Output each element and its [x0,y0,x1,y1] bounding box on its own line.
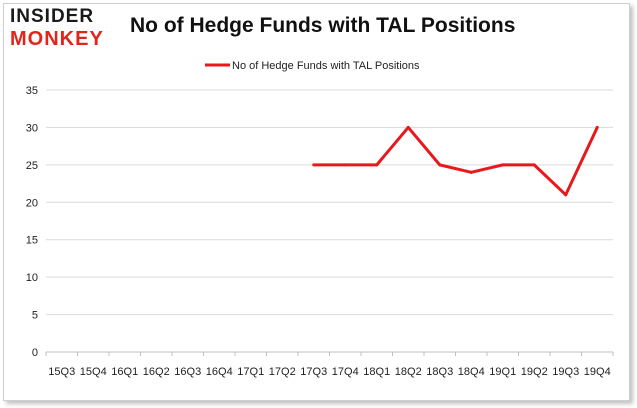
x-tick-label: 18Q3 [426,366,453,378]
x-tick-label: 19Q3 [552,366,579,378]
data-point [595,125,599,129]
data-point [312,163,316,167]
x-tick-label: 16Q1 [111,366,138,378]
x-tick-label: 15Q3 [48,366,75,378]
x-tick-labels: 15Q3 15Q4 16Q1 16Q2 16Q3 16Q4 17Q1 17Q2 17Q3 17Q4… [48,366,610,378]
y-tick-label: 25 [26,160,38,172]
data-point [343,163,347,167]
x-tick-label: 18Q2 [395,366,422,378]
data-point [438,163,442,167]
logo-insider: INSIDER [10,6,95,27]
data-point [501,163,505,167]
x-tick-label: 17Q1 [237,366,264,378]
x-tick-label: 16Q4 [206,366,233,378]
legend: No of Hedge Funds with TAL Positions [205,60,420,72]
y-tick-labels: 0 5 10 15 20 25 30 35 [26,85,38,359]
grid-lines [46,89,613,316]
y-tick-label: 10 [26,272,38,284]
data-point [532,163,536,167]
chart-title: No of Hedge Funds with TAL Positions [130,14,516,37]
series-line [313,125,599,197]
data-point [375,163,379,167]
data-point [406,125,410,129]
series-layer [312,125,599,197]
x-tick-label: 18Q1 [363,366,390,378]
x-tick-label: 17Q3 [300,366,327,378]
axes [45,351,614,356]
y-tick-label: 0 [32,347,38,359]
y-tick-label: 15 [26,235,38,247]
x-tick-label: 19Q2 [521,366,548,378]
x-tick-label: 18Q4 [458,366,485,378]
x-tick-label: 16Q2 [143,366,170,378]
x-tick-label: 16Q3 [174,366,201,378]
y-tick-label: 30 [26,122,38,134]
legend-label: No of Hedge Funds with TAL Positions [232,60,420,72]
x-tick-label: 17Q2 [269,366,296,378]
y-tick-label: 35 [26,85,38,97]
data-point [564,193,568,197]
logo-monkey: MONKEY [10,28,104,50]
x-tick-label: 19Q4 [584,366,611,378]
y-tick-label: 20 [26,197,38,209]
x-tick-label: 15Q4 [80,366,107,378]
x-tick-label: 19Q1 [489,366,516,378]
x-tick-label: 17Q4 [332,366,359,378]
y-tick-label: 5 [32,310,38,322]
data-point [469,170,473,174]
